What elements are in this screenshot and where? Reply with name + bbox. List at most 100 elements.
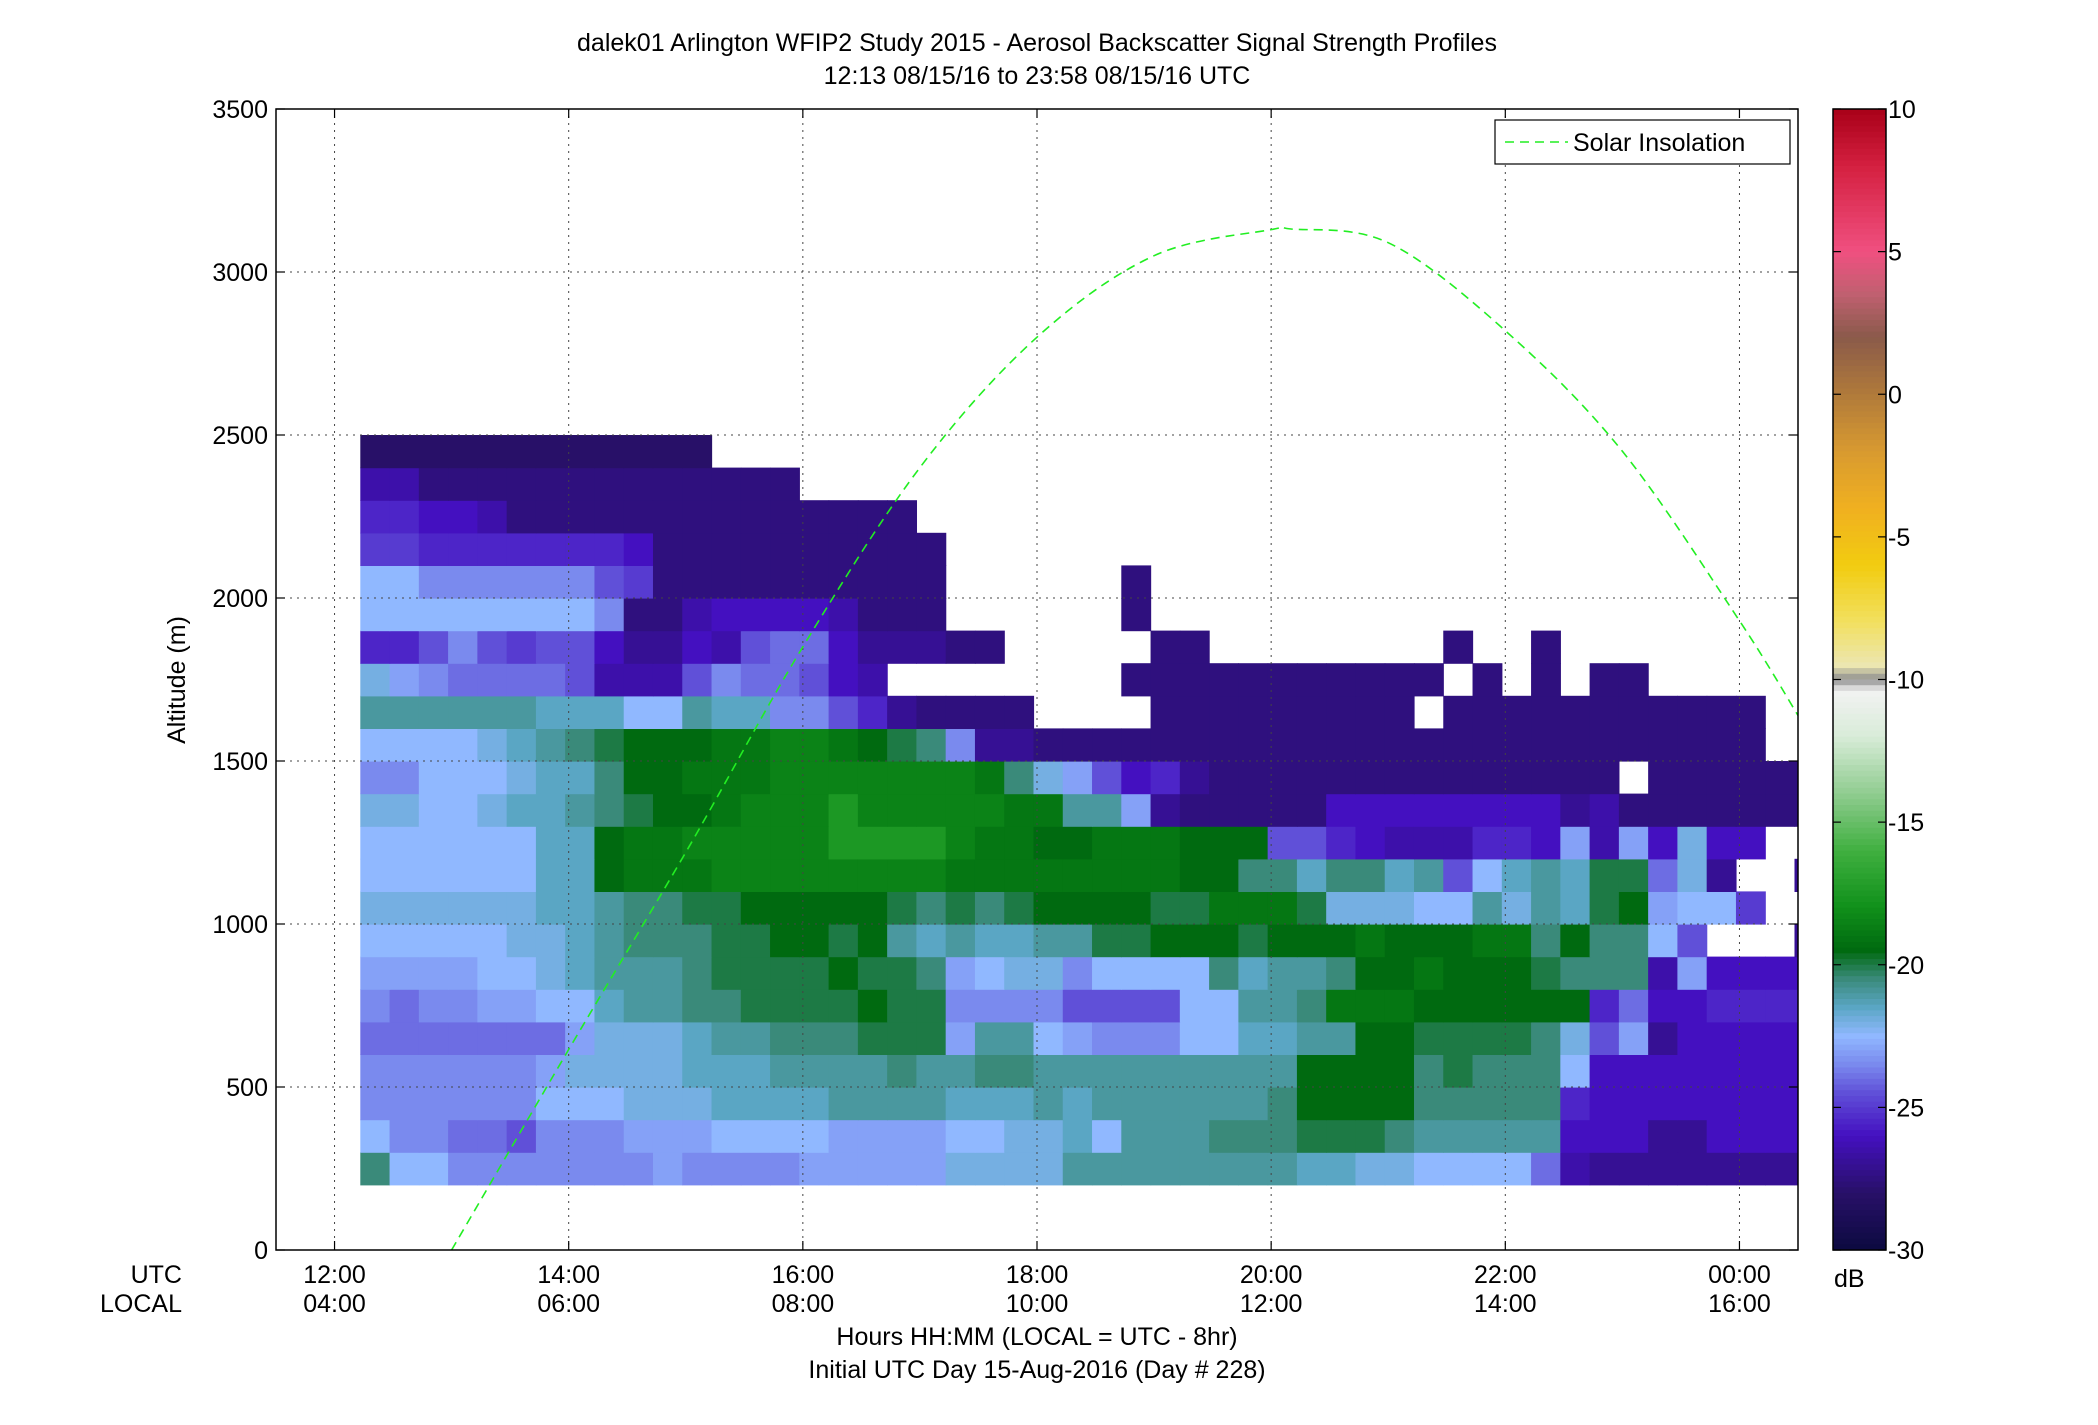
colorbar-segment: [1833, 137, 1886, 144]
heatmap-cell: [360, 761, 391, 795]
heatmap-cell: [974, 826, 1005, 860]
heatmap-cell: [916, 565, 947, 599]
x-tick-label-local: 14:00: [1474, 1290, 1537, 1318]
heatmap-cell: [418, 1021, 449, 1055]
heatmap-cell: [1589, 826, 1620, 860]
heatmap-cell: [1501, 761, 1532, 795]
colorbar-segment: [1833, 1021, 1886, 1029]
heatmap-cell: [945, 728, 976, 762]
colorbar-segment: [1833, 611, 1886, 618]
colorbar-segment: [1833, 782, 1886, 789]
colorbar-segment: [1833, 143, 1886, 150]
heatmap-cell: [1238, 728, 1269, 762]
heatmap-cell: [1326, 1119, 1357, 1153]
heatmap-cell: [1794, 924, 1798, 958]
heatmap-cell: [916, 532, 947, 566]
heatmap-cell: [1618, 663, 1649, 697]
heatmap-cell: [535, 1087, 566, 1121]
heatmap-cell: [360, 435, 391, 469]
heatmap-cell: [535, 630, 566, 664]
heatmap-cell: [828, 1054, 859, 1088]
heatmap-cell: [477, 1087, 508, 1121]
heatmap-cell: [506, 435, 537, 469]
heatmap-cell: [1004, 1021, 1035, 1055]
colorbar-segment: [1833, 1056, 1886, 1063]
colorbar-segment: [1833, 588, 1886, 595]
heatmap-cell: [740, 500, 771, 534]
heatmap-cell: [1618, 793, 1649, 827]
colorbar-segment: [1833, 907, 1886, 915]
heatmap-cell: [945, 989, 976, 1023]
heatmap-cell: [1589, 989, 1620, 1023]
heatmap-cell: [1472, 891, 1503, 925]
heatmap-cell: [887, 989, 918, 1023]
heatmap-cell: [1238, 1119, 1269, 1153]
heatmap-cell: [565, 728, 596, 762]
y-tick-label: 2000: [212, 585, 268, 613]
heatmap-cell: [1062, 956, 1093, 990]
heatmap-cell: [1413, 956, 1444, 990]
colorbar-segment: [1833, 280, 1886, 287]
heatmap-cell: [916, 891, 947, 925]
heatmap-cell: [945, 1119, 976, 1153]
colorbar-segment: [1833, 1038, 1886, 1046]
heatmap-cell: [1589, 1087, 1620, 1121]
heatmap-cell: [565, 891, 596, 925]
heatmap-cell: [1296, 1054, 1327, 1088]
heatmap-cell: [565, 532, 596, 566]
heatmap-cell: [1735, 761, 1766, 795]
heatmap-cell: [623, 891, 654, 925]
heatmap-cell: [652, 1087, 683, 1121]
heatmap-cell: [770, 761, 800, 795]
heatmap-cell: [1677, 891, 1708, 925]
heatmap-cell: [887, 1087, 918, 1121]
colorbar-segment: [1833, 1170, 1886, 1177]
heatmap-cell: [1648, 924, 1679, 958]
heatmap-cell: [1121, 1021, 1152, 1055]
heatmap-cell: [916, 989, 947, 1023]
colorbar-segment: [1833, 166, 1886, 173]
x-row-label-utc: UTC: [131, 1261, 182, 1289]
heatmap-cell: [828, 1152, 859, 1186]
heatmap-cell: [448, 565, 478, 599]
heatmap-cell: [682, 1087, 713, 1121]
heatmap-cell: [1092, 1054, 1122, 1088]
heatmap-cell: [1413, 1087, 1444, 1121]
heatmap-cell: [857, 826, 888, 860]
colorbar-segment: [1833, 251, 1886, 258]
heatmap-cell: [857, 1087, 888, 1121]
heatmap-cell: [1296, 826, 1327, 860]
heatmap-cell: [1326, 858, 1357, 892]
heatmap-cell: [1121, 728, 1152, 762]
heatmap-cell: [974, 924, 1005, 958]
colorbar-segment: [1833, 650, 1886, 658]
heatmap-cell: [506, 891, 537, 925]
heatmap-cell: [1677, 695, 1708, 729]
heatmap-cell: [1501, 1054, 1532, 1088]
colorbar-segment: [1833, 690, 1886, 698]
heatmap-cell: [360, 728, 391, 762]
heatmap-cell: [1209, 1087, 1239, 1121]
heatmap-cell: [1267, 1119, 1298, 1153]
colorbar-segment: [1833, 320, 1886, 327]
heatmap-cell: [565, 630, 596, 664]
heatmap-cell: [1531, 989, 1561, 1023]
heatmap-cell: [916, 695, 947, 729]
heatmap-cell: [770, 598, 800, 632]
heatmap-cell: [1706, 695, 1737, 729]
heatmap-cell: [1150, 1087, 1181, 1121]
heatmap-cell: [389, 532, 420, 566]
heatmap-cell: [828, 1119, 859, 1153]
heatmap-cell: [1706, 793, 1737, 827]
heatmap-cell: [1150, 663, 1181, 697]
heatmap-cell: [770, 858, 800, 892]
colorbar-segment: [1833, 468, 1886, 475]
heatmap-cell: [565, 500, 596, 534]
heatmap-cell: [535, 695, 566, 729]
heatmap-cell: [594, 924, 625, 958]
colorbar-segment: [1833, 405, 1886, 412]
heatmap-cell: [857, 858, 888, 892]
heatmap-cell: [1179, 858, 1210, 892]
heatmap-cell: [652, 532, 683, 566]
heatmap-cell: [1501, 695, 1532, 729]
